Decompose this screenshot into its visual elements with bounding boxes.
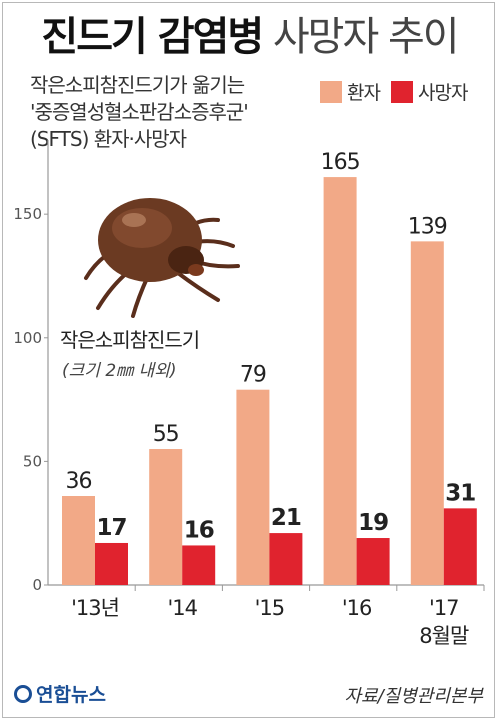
title-light: 사망자 추이 [272,14,460,60]
data-label-patients: 79 [240,363,266,388]
tick-size-label: (크기 2㎜ 내외) [62,361,177,381]
chart-subtitle: 작은소피참진드기가 옮기는 '중증열성혈소판감소증후군' (SFTS) 환자·사… [30,72,249,153]
bar-deaths [269,533,303,585]
data-label-deaths: 19 [358,510,388,536]
y-tick-label: 150 [13,205,42,223]
data-label-patients: 165 [321,150,360,175]
y-tick-label: 100 [13,329,42,347]
data-label-deaths: 21 [271,505,301,531]
legend: 환자 사망자 [320,78,473,108]
data-label-deaths: 17 [96,515,126,541]
source-note: 자료/질병관리본부 [344,686,483,707]
x-tick-label: '15 [255,596,285,620]
tick-species-label: 작은소피참진드기 [60,328,200,352]
x-tick-label: '16 [342,596,372,620]
data-label-deaths: 16 [184,517,214,543]
x-tick-label: '13년 [71,596,119,620]
bar-patients [323,177,357,586]
tick-illustration-icon [84,198,240,318]
title-bold: 진드기 감염병 [41,14,264,60]
bar-deaths [356,538,390,585]
graphic-frame [2,2,495,718]
legend-item-patients: 환자 [320,78,381,105]
bar-deaths [443,508,477,585]
yonhap-logo-icon [14,684,32,703]
data-label-patients: 55 [153,422,179,447]
bar-patients [236,389,270,585]
bar-deaths [95,542,128,585]
chart-title: 진드기 감염병 사망자 추이 [0,14,499,60]
y-tick-label: 50 [23,452,42,470]
legend-item-deaths: 사망자 [391,78,468,105]
bar-patients [149,449,183,585]
x-tick-label: '17 [429,596,459,620]
bar-deaths [182,545,216,585]
publisher-name: 연합뉴스 [36,684,106,706]
legend-label-patients: 환자 [347,82,381,104]
bar-patients [62,496,95,585]
data-label-patients: 36 [66,469,92,494]
x-tick-sublabel: 8월말 [419,624,469,648]
data-label-patients: 139 [408,214,447,239]
legend-label-deaths: 사망자 [418,82,468,104]
subtitle-line: (SFTS) 환자·사망자 [30,127,187,151]
publisher-logo: 연합뉴스 [14,680,106,707]
data-label-deaths: 31 [445,480,475,506]
bar-patients [410,241,444,585]
subtitle-line: '중증열성혈소판감소증후군' [30,100,249,124]
legend-swatch-deaths [391,80,414,103]
subtitle-line: 작은소피참진드기가 옮기는 [30,73,245,97]
legend-swatch-patients [320,80,342,103]
y-tick-label: 0 [32,576,42,594]
x-tick-label: '14 [167,596,197,620]
